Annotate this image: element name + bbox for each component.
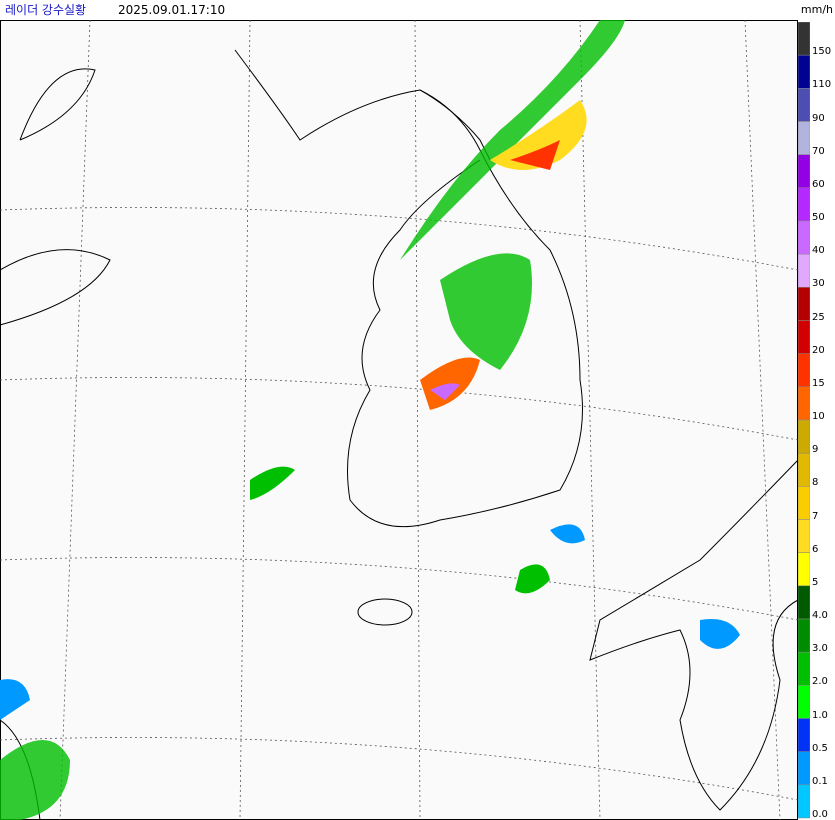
legend-swatch [798,651,810,686]
legend-label: 70 [812,145,825,157]
legend-swatch [798,353,810,388]
legend-swatch [798,386,810,421]
legend-label: 8 [812,477,819,489]
legend-label: 30 [812,278,825,290]
legend-swatch [798,486,810,520]
unit: mm/h [800,3,833,16]
legend-swatch [798,419,810,454]
legend-label: 9 [812,444,819,456]
legend-label: 0.1 [812,775,828,787]
legend-label: 2.0 [812,676,828,688]
legend-swatch [798,187,810,222]
legend-label: 50 [812,212,825,223]
legend-label: 3.0 [812,643,828,655]
legend-label: 6 [812,543,819,555]
legend-swatch [798,54,810,89]
legend-label: 150 [812,46,832,58]
legend-swatch [798,121,810,155]
legend-label: 15 [812,377,825,389]
legend-swatch [798,320,810,354]
legend-label: 90 [812,112,825,124]
legend-swatch [798,287,810,321]
legend-swatch [798,88,810,122]
legend-swatch [798,22,810,56]
legend [798,22,810,819]
legend-swatch [798,220,810,255]
legend-swatch [798,519,810,553]
legend-label: 40 [812,245,825,257]
legend-label: 10 [812,411,825,422]
legend-label: 1.0 [812,709,828,721]
legend-label: 5 [812,576,819,588]
legend-swatch [798,452,810,487]
title: 레이더 강수실황 [5,3,87,17]
legend-swatch [798,154,810,189]
legend-swatch [798,718,810,752]
legend-label: 7 [812,510,819,522]
legend-swatch [798,685,810,719]
header: 레이더 강수실황 2025.09.01.17:10 mm/h [0,0,835,20]
radar-map [0,20,798,820]
legend-label: 110 [812,79,832,91]
legend-label: 4.0 [812,610,828,621]
legend-label: 25 [812,311,825,323]
legend-swatch [798,784,810,819]
legend-swatch [798,552,810,587]
legend-label: 0.5 [812,742,828,754]
legend-swatch [798,751,810,786]
legend-swatch [798,253,810,288]
legend-label: 60 [812,178,825,190]
timestamp: 2025.09.01.17:10 [118,3,226,17]
legend-label: 20 [812,344,825,356]
legend-swatch [798,585,810,620]
legend-swatch [798,618,810,653]
legend-label: 0.0 [812,809,828,820]
